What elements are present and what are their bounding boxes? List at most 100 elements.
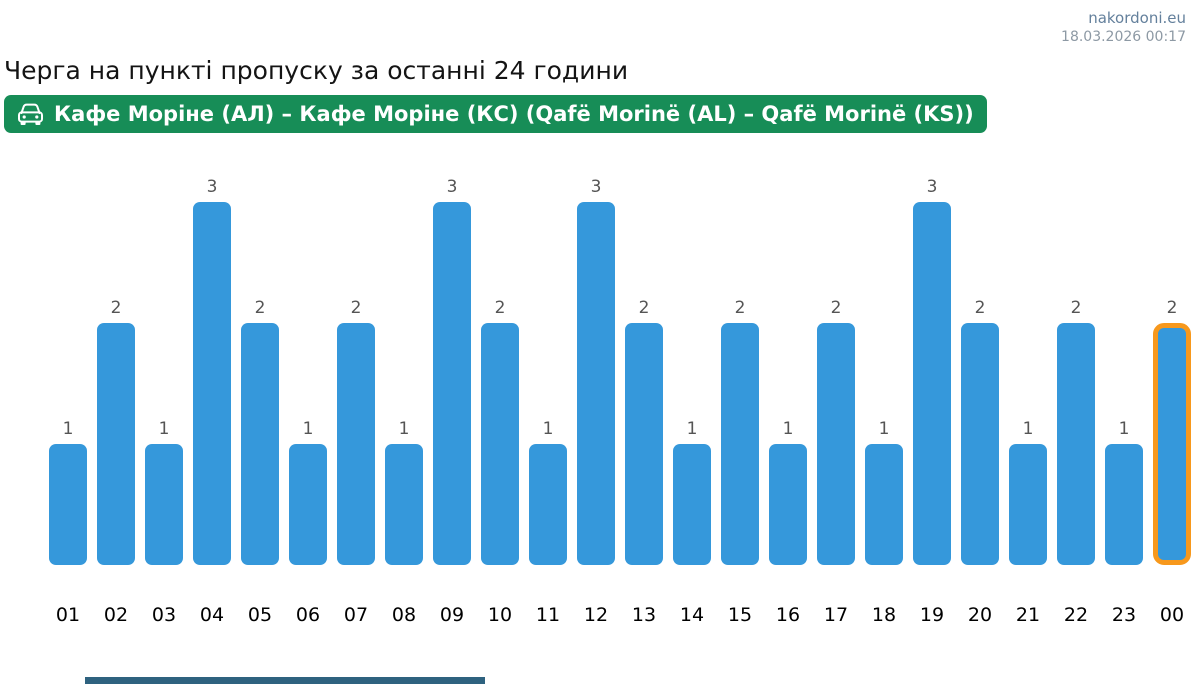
bar [625, 323, 663, 565]
bar [913, 202, 951, 565]
bar [1009, 444, 1047, 565]
x-axis-label: 20 [967, 604, 993, 626]
bar-value-label: 2 [110, 297, 122, 318]
bar-cell: 3 [193, 177, 231, 565]
bar-value-label: 2 [1166, 297, 1178, 318]
x-axis-label: 05 [247, 604, 273, 626]
bar-cell: 1 [769, 419, 807, 565]
bar-cell: 2 [1057, 298, 1095, 565]
bar-cell: 1 [673, 419, 711, 565]
bar-value-label: 2 [830, 297, 842, 318]
x-axis-label: 16 [775, 604, 801, 626]
bar-cell: 1 [145, 419, 183, 565]
x-axis-label: 15 [727, 604, 753, 626]
bar-cell: 1 [1009, 419, 1047, 565]
bar-value-label: 1 [1022, 418, 1034, 439]
x-axis-label: 00 [1159, 604, 1185, 626]
x-axis-label: 12 [583, 604, 609, 626]
bar-cell: 3 [913, 177, 951, 565]
x-axis-label: 11 [535, 604, 561, 626]
x-axis-label: 06 [295, 604, 321, 626]
bar-value-label: 1 [1118, 418, 1130, 439]
bar [865, 444, 903, 565]
x-axis: 01 02 03 04 05 06 07 08 09 10 11 12 13 14 15 16 17 18 19 20… [49, 604, 1191, 626]
page-title: Черга на пункті пропуску за останні 24 г… [4, 56, 629, 85]
bar [961, 323, 999, 565]
bar-value-label: 1 [302, 418, 314, 439]
bar [673, 444, 711, 565]
bar-value-label: 1 [62, 418, 74, 439]
bar [721, 323, 759, 565]
bar [529, 444, 567, 565]
bar [433, 202, 471, 565]
x-axis-label: 02 [103, 604, 129, 626]
bar-value-label: 1 [542, 418, 554, 439]
bar [145, 444, 183, 565]
bar-cell: 2 [337, 298, 375, 565]
bar-value-label: 2 [254, 297, 266, 318]
bar [577, 202, 615, 565]
site-timestamp: 18.03.2026 00:17 [1061, 29, 1186, 46]
x-axis-label: 10 [487, 604, 513, 626]
x-axis-label: 14 [679, 604, 705, 626]
x-axis-label: 07 [343, 604, 369, 626]
bar-value-label: 1 [398, 418, 410, 439]
car-icon [17, 103, 44, 126]
bar [769, 444, 807, 565]
bar [1057, 323, 1095, 565]
x-axis-label: 23 [1111, 604, 1137, 626]
bar [241, 323, 279, 565]
bar-cell: 3 [433, 177, 471, 565]
footer-strip [85, 677, 485, 684]
bar-cell: 1 [1105, 419, 1143, 565]
bar-value-label: 3 [206, 176, 218, 197]
x-axis-label: 17 [823, 604, 849, 626]
bar-chart: 1 2 1 3 2 1 2 1 3 2 1 3 2 1 2 1 2 1 3 2 1 2 1 2 [49, 170, 1191, 565]
bar-value-label: 1 [782, 418, 794, 439]
bar-cell: 2 [1153, 298, 1191, 565]
bar-value-label: 2 [974, 297, 986, 318]
bar-value-label: 1 [158, 418, 170, 439]
x-axis-label: 01 [55, 604, 81, 626]
bar-value-label: 2 [350, 297, 362, 318]
bar [481, 323, 519, 565]
bar [337, 323, 375, 565]
bar-cell: 1 [49, 419, 87, 565]
bar-cell: 1 [865, 419, 903, 565]
bar-cell: 1 [385, 419, 423, 565]
bar-cell: 2 [625, 298, 663, 565]
x-axis-label: 08 [391, 604, 417, 626]
checkpoint-banner-label: Кафе Моріне (АЛ) – Кафе Моріне (КС) (Qaf… [54, 102, 974, 126]
bar-value-label: 2 [1070, 297, 1082, 318]
bar-cell: 2 [241, 298, 279, 565]
checkpoint-banner[interactable]: Кафе Моріне (АЛ) – Кафе Моріне (КС) (Qaf… [4, 95, 987, 133]
bar-value-label: 2 [734, 297, 746, 318]
bar-cell: 2 [97, 298, 135, 565]
bar-cell: 1 [529, 419, 567, 565]
bar [385, 444, 423, 565]
bar [193, 202, 231, 565]
x-axis-label: 22 [1063, 604, 1089, 626]
x-axis-label: 13 [631, 604, 657, 626]
bar-cell: 3 [577, 177, 615, 565]
bar-value-label: 2 [638, 297, 650, 318]
x-axis-label: 09 [439, 604, 465, 626]
bar [289, 444, 327, 565]
bar-value-label: 1 [878, 418, 890, 439]
bar-value-label: 2 [494, 297, 506, 318]
x-axis-label: 19 [919, 604, 945, 626]
bar [97, 323, 135, 565]
bar-cell: 2 [481, 298, 519, 565]
x-axis-label: 21 [1015, 604, 1041, 626]
x-axis-label: 03 [151, 604, 177, 626]
site-header: nakordoni.eu 18.03.2026 00:17 [1061, 8, 1186, 47]
bar [817, 323, 855, 565]
bar-value-label: 3 [926, 176, 938, 197]
x-axis-label: 04 [199, 604, 225, 626]
bar-value-label: 1 [686, 418, 698, 439]
x-axis-label: 18 [871, 604, 897, 626]
bar-cell: 1 [289, 419, 327, 565]
bar-value-label: 3 [446, 176, 458, 197]
bar-value-label: 3 [590, 176, 602, 197]
bar-cell: 2 [817, 298, 855, 565]
